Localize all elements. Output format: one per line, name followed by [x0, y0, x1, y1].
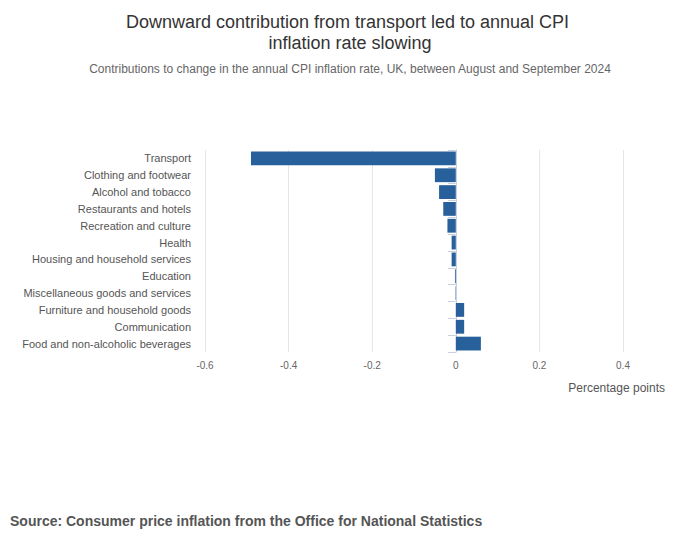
svg-text:-0.2: -0.2 — [364, 360, 382, 371]
svg-text:Miscellaneous goods and servic: Miscellaneous goods and services — [23, 287, 191, 299]
svg-text:Source: Consumer price inflati: Source: Consumer price inflation from th… — [10, 513, 482, 529]
svg-text:Downward contribution from tra: Downward contribution from transport led… — [126, 12, 574, 32]
svg-text:Furniture and household goods: Furniture and household goods — [39, 304, 192, 316]
svg-text:Food and non-alcoholic beverag: Food and non-alcoholic beverages — [22, 338, 191, 350]
svg-text:Clothing and footwear: Clothing and footwear — [84, 169, 191, 181]
svg-text:Restaurants and hotels: Restaurants and hotels — [78, 203, 192, 215]
svg-text:0.2: 0.2 — [532, 360, 546, 371]
svg-text:Health: Health — [159, 237, 191, 249]
svg-text:Percentage points: Percentage points — [568, 381, 665, 395]
svg-text:-0.4: -0.4 — [280, 360, 298, 371]
svg-text:0: 0 — [453, 360, 459, 371]
svg-text:0.4: 0.4 — [616, 360, 630, 371]
svg-text:Education: Education — [142, 270, 191, 282]
svg-text:inflation rate slowing: inflation rate slowing — [268, 33, 431, 53]
svg-text:Recreation and culture: Recreation and culture — [80, 220, 191, 232]
svg-text:Contributions to change in the: Contributions to change in the annual CP… — [89, 62, 611, 76]
svg-text:Communication: Communication — [115, 321, 191, 333]
svg-text:Alcohol and tobacco: Alcohol and tobacco — [92, 186, 191, 198]
svg-text:Housing and household services: Housing and household services — [32, 253, 191, 265]
svg-text:-0.6: -0.6 — [196, 360, 214, 371]
svg-text:Transport: Transport — [144, 152, 191, 164]
